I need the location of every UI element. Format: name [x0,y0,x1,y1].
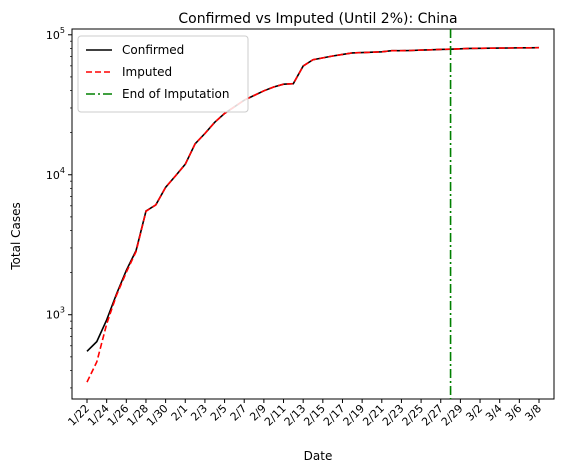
legend-label: Confirmed [122,43,184,57]
x-axis-label: Date [304,449,333,463]
x-tick-label: 2/5 [208,402,230,424]
x-tick-label: 3/8 [522,402,544,424]
x-tick-label: 2/29 [439,402,466,429]
x-tick-label: 3/6 [503,402,525,424]
x-tick-label: 2/3 [188,402,210,424]
y-tick-label: 104 [46,166,65,182]
legend: Confirmed Imputed End of Imputation [77,35,249,113]
x-tick-label: 3/2 [463,402,485,424]
legend-box [77,35,249,113]
x-tick-label: 3/4 [483,402,505,424]
legend-label: Imputed [122,65,172,79]
x-tick-label: 1/30 [144,402,171,429]
x-tick-label: 2/7 [228,402,250,424]
x-tick-label: 2/1 [169,402,191,424]
y-axis-label: Total Cases [9,202,23,270]
plot-frame [71,28,555,400]
chart-title: Confirmed vs Imputed (Until 2%): China [178,11,457,27]
y-tick-label: 103 [46,306,65,322]
series-line-imputed [86,46,540,383]
legend-label: End of Imputation [122,87,230,101]
y-tick-label: 105 [46,26,65,42]
